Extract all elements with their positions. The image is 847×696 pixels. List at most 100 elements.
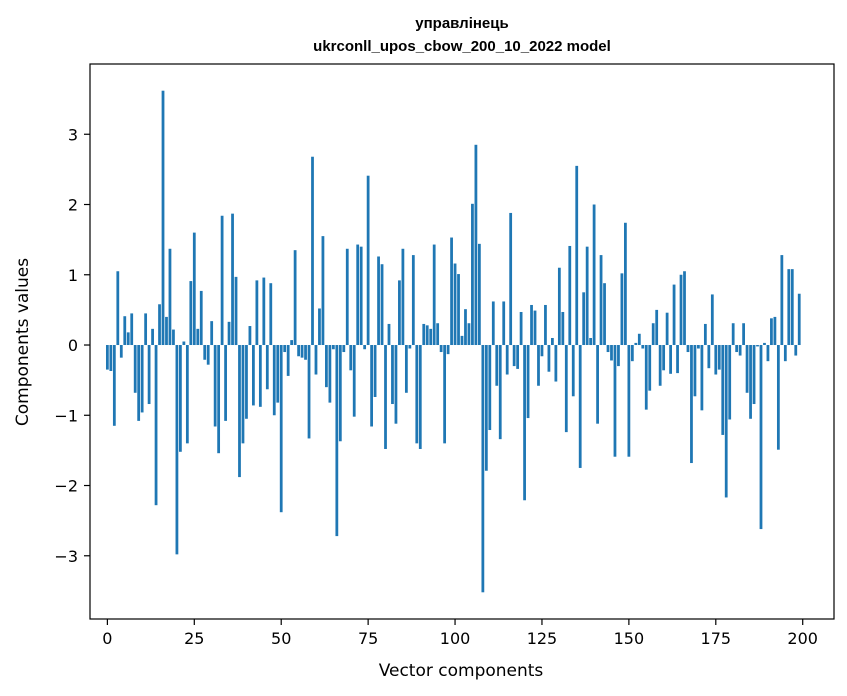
y-axis-ticks: −3 −2 −1 0 1 2 3 [54, 125, 90, 566]
bar [387, 323, 391, 346]
bar [109, 345, 113, 371]
bar [731, 323, 735, 346]
bar [411, 255, 415, 346]
bar [175, 345, 179, 555]
y-axis-label: Components values [13, 258, 33, 426]
bar [603, 283, 606, 346]
bar [272, 345, 276, 416]
bar [321, 236, 325, 346]
bar [648, 345, 652, 391]
bar [227, 321, 231, 346]
bar [787, 269, 791, 346]
bar [738, 345, 742, 356]
bar [627, 345, 631, 457]
bar [557, 267, 561, 346]
bar [683, 271, 686, 346]
bar [794, 345, 798, 356]
bar [363, 345, 367, 350]
bar [766, 345, 770, 362]
bar [690, 345, 693, 464]
bar [119, 345, 123, 358]
bar [297, 345, 300, 357]
bar [783, 345, 787, 362]
x-tick-label: 75 [358, 629, 378, 648]
bar [658, 345, 662, 386]
y-tick-label: −3 [54, 547, 78, 566]
x-tick-label: 175 [701, 629, 732, 648]
bar [599, 255, 603, 346]
bar [130, 313, 134, 346]
bar [797, 293, 801, 346]
bar [620, 273, 624, 346]
plot-area-frame [89, 63, 835, 620]
bar [686, 345, 690, 353]
bar [304, 345, 307, 360]
bar [161, 90, 165, 346]
bar [589, 337, 593, 346]
bar [231, 213, 234, 346]
bar [443, 345, 447, 444]
bar [252, 345, 255, 406]
y-tick-label: 3 [68, 125, 78, 144]
bar [544, 304, 547, 346]
bar [234, 276, 238, 346]
bar [422, 323, 426, 346]
bar [179, 345, 182, 452]
bar [276, 345, 280, 403]
x-tick-label: 150 [614, 629, 645, 648]
bar [655, 309, 659, 346]
bar [404, 345, 408, 393]
bar [206, 345, 210, 365]
bar [429, 328, 433, 346]
bar [241, 345, 245, 444]
bar [245, 345, 248, 419]
bar [554, 345, 558, 382]
bar [380, 264, 384, 346]
bar [509, 212, 513, 346]
bar [780, 255, 784, 346]
bar [464, 309, 467, 346]
bar [338, 345, 342, 442]
bar [613, 345, 617, 457]
bar [537, 345, 540, 386]
bar [116, 271, 120, 346]
x-axis-ticks: 0 25 50 75 100 125 150 175 200 [102, 619, 818, 648]
bar [158, 304, 161, 346]
bar [516, 345, 520, 369]
bar [182, 341, 186, 346]
bar [679, 274, 683, 346]
y-tick-label: −2 [54, 477, 78, 496]
bar [551, 337, 554, 346]
bar [325, 345, 328, 388]
x-tick-label: 25 [184, 629, 204, 648]
bar [467, 323, 471, 346]
bar [721, 345, 725, 435]
bar [265, 345, 269, 390]
bar [707, 345, 711, 369]
bar [481, 345, 485, 593]
bar [203, 345, 207, 360]
bar [564, 345, 568, 433]
bar [634, 342, 638, 346]
bar [192, 232, 196, 346]
bar [457, 274, 460, 346]
bar [123, 316, 127, 346]
bar [373, 345, 377, 397]
bar [460, 335, 464, 346]
bar [335, 345, 339, 537]
bars-group [105, 90, 801, 593]
bar [144, 313, 148, 346]
bar [394, 345, 398, 424]
bar [644, 345, 648, 410]
bar [776, 345, 780, 450]
y-tick-label: 2 [68, 196, 78, 215]
x-tick-label: 50 [271, 629, 291, 648]
bar [596, 345, 599, 424]
bar [133, 345, 137, 393]
bar [199, 290, 203, 346]
bar [752, 345, 756, 405]
bar [672, 284, 676, 346]
bar [307, 345, 311, 439]
bar [224, 345, 227, 421]
bar [377, 256, 380, 346]
